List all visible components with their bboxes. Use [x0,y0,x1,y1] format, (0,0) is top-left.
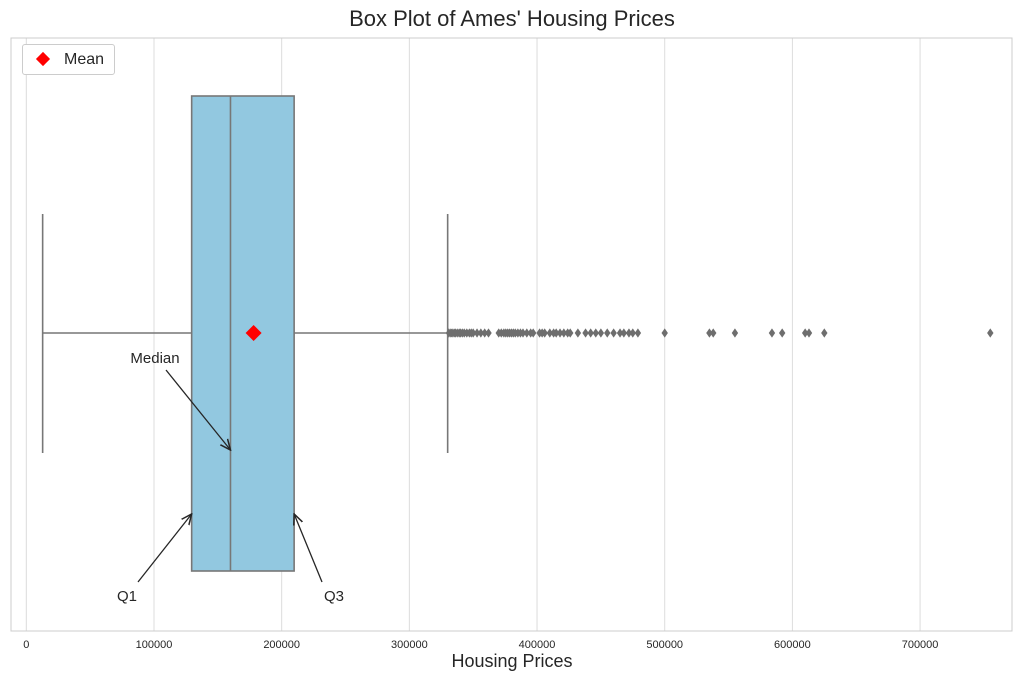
outlier-point [473,328,481,338]
x-tick-label: 200000 [263,639,300,651]
outlier-point [629,328,636,338]
outlier-point [582,328,589,338]
plot-frame [10,37,1013,632]
annotation-label: Q1 [117,588,137,605]
outlier-point [477,328,485,338]
outlier-point [710,328,717,338]
outlier-point [731,328,739,338]
outlier-point [552,328,560,338]
outlier-point [778,328,786,338]
outlier-point [567,328,574,338]
legend-mean-label: Mean [64,50,105,68]
outlier-point [574,328,582,338]
x-axis-label: Housing Prices [451,651,573,671]
legend: Mean [22,44,116,75]
outlier-point [620,328,628,338]
x-tick-label: 100000 [136,639,173,651]
annotation-arrow [137,514,192,583]
outlier-point [530,328,537,338]
mean-marker [245,325,262,341]
outlier-point [556,328,564,338]
x-tick-label: 500000 [646,639,683,651]
annotation-label: Median [130,350,179,367]
x-tick-label: 300000 [391,639,428,651]
outlier-point [519,328,527,338]
outlier-point [661,328,668,338]
outlier-point [625,328,633,338]
x-tick-label: 0 [23,639,29,651]
outlier-point [604,328,611,338]
outlier-point [481,328,488,338]
annotation-arrow [165,369,230,450]
outlier-point [821,328,828,338]
outlier-point [560,328,568,338]
annotation-label: Q3 [324,588,344,605]
x-tick-label: 700000 [902,639,939,651]
outlier-point [546,328,554,338]
iqr-box [190,95,295,572]
outlier-point [610,328,617,338]
x-tick-label: 400000 [519,639,556,651]
outlier-point [541,328,548,338]
outlier-point [597,328,605,338]
outlier-point [523,328,531,338]
outlier-point [801,328,809,338]
annotation-arrow [294,514,323,583]
outlier-point [592,328,599,338]
outlier-point [768,328,776,338]
legend-mean-marker [37,53,50,66]
chart-title: Box Plot of Ames' Housing Prices [349,6,675,31]
outlier-point [616,328,624,338]
x-tick-label: 600000 [774,639,811,651]
outlier-point [805,328,813,338]
outlier-point [485,328,492,338]
outlier-point [469,328,477,338]
outlier-point [706,328,713,338]
outlier-point [987,328,994,338]
outlier-point [634,328,642,338]
outlier-point [587,328,594,338]
